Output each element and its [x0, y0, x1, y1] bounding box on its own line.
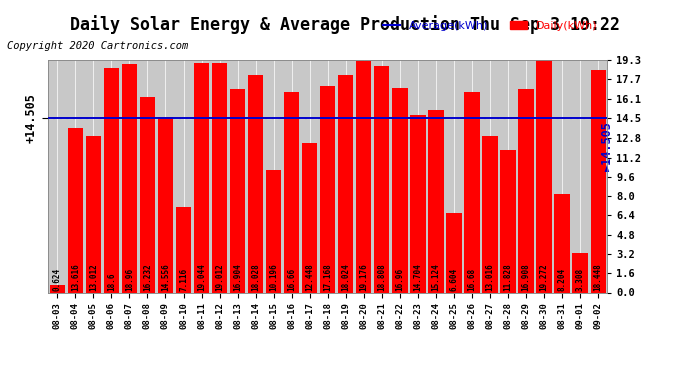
Bar	[158, 117, 173, 292]
Text: ►14.505: ►14.505	[601, 122, 613, 171]
Bar	[356, 62, 371, 292]
Bar	[392, 88, 408, 292]
Text: 0.624: 0.624	[53, 268, 62, 291]
Text: 18.024: 18.024	[342, 264, 351, 291]
Text: 18.028: 18.028	[251, 264, 260, 291]
Bar	[50, 285, 65, 292]
Text: 19.012: 19.012	[215, 264, 224, 291]
Bar	[194, 63, 209, 292]
Bar	[446, 213, 462, 292]
Text: Copyright 2020 Cartronics.com: Copyright 2020 Cartronics.com	[7, 41, 188, 51]
Text: 3.308: 3.308	[575, 268, 584, 291]
Text: 16.232: 16.232	[143, 264, 152, 291]
Bar	[212, 63, 227, 292]
Text: 7.116: 7.116	[179, 268, 188, 291]
Bar	[428, 110, 444, 292]
Text: 18.6: 18.6	[107, 273, 116, 291]
Bar	[482, 136, 497, 292]
Bar	[320, 86, 335, 292]
Text: 15.124: 15.124	[431, 264, 440, 291]
Text: 16.66: 16.66	[287, 268, 296, 291]
Text: 6.604: 6.604	[449, 268, 458, 291]
Text: 12.448: 12.448	[305, 264, 314, 291]
Text: 19.272: 19.272	[540, 264, 549, 291]
Text: 8.204: 8.204	[558, 268, 566, 291]
Text: 13.616: 13.616	[71, 264, 80, 291]
Text: 16.908: 16.908	[522, 264, 531, 291]
Bar	[86, 136, 101, 292]
Bar	[338, 75, 353, 292]
Text: 18.448: 18.448	[593, 264, 602, 291]
Text: 14.556: 14.556	[161, 264, 170, 291]
Bar	[284, 92, 299, 292]
Bar	[140, 97, 155, 292]
Bar	[536, 60, 552, 292]
Bar	[374, 66, 389, 292]
Text: 18.808: 18.808	[377, 264, 386, 291]
Bar	[176, 207, 191, 292]
Text: 13.016: 13.016	[486, 264, 495, 291]
Text: 16.904: 16.904	[233, 264, 242, 291]
Text: 17.168: 17.168	[323, 264, 333, 291]
Bar	[591, 70, 606, 292]
Text: 16.68: 16.68	[468, 268, 477, 291]
Bar	[230, 89, 245, 292]
Text: 13.012: 13.012	[89, 264, 98, 291]
Bar	[68, 129, 83, 292]
Bar	[121, 64, 137, 292]
Bar	[266, 170, 282, 292]
Bar	[302, 142, 317, 292]
Bar	[518, 89, 534, 292]
Text: 19.044: 19.044	[197, 264, 206, 291]
Bar	[411, 116, 426, 292]
Text: Daily Solar Energy & Average Production Thu Sep 3 19:22: Daily Solar Energy & Average Production …	[70, 15, 620, 34]
Bar	[555, 194, 570, 292]
Text: 11.828: 11.828	[504, 264, 513, 291]
Text: 18.96: 18.96	[125, 268, 134, 291]
Text: 19.176: 19.176	[359, 264, 368, 291]
Bar	[104, 68, 119, 292]
Bar	[573, 253, 588, 292]
Text: 14.704: 14.704	[413, 264, 422, 291]
Legend: Average(kWh), Daily(kWh): Average(kWh), Daily(kWh)	[378, 17, 602, 36]
Text: 10.196: 10.196	[269, 264, 278, 291]
Bar	[500, 150, 515, 292]
Text: 16.96: 16.96	[395, 268, 404, 291]
Bar	[248, 75, 264, 292]
Bar	[464, 92, 480, 292]
